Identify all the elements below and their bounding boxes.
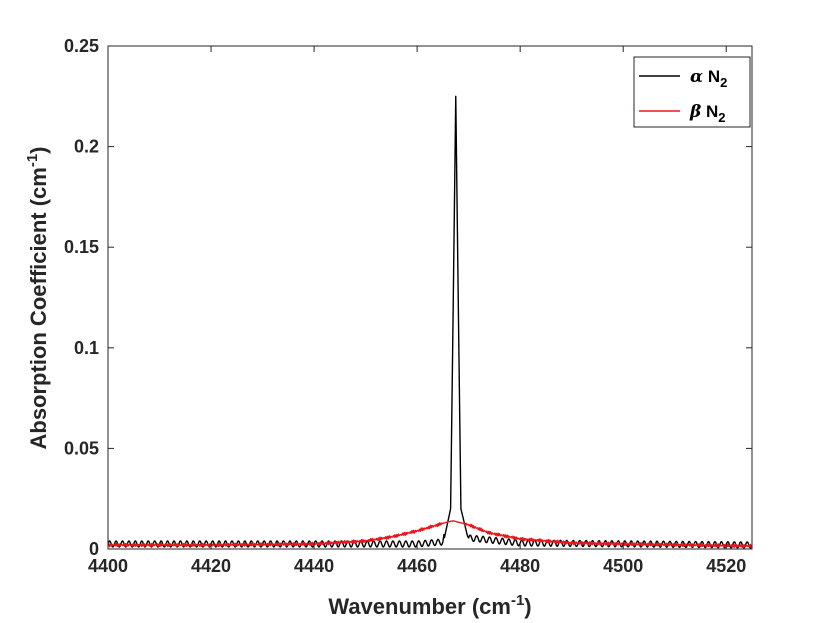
legend-label-alpha-main: N [703,67,720,86]
legend-label-alpha-greek: α [690,67,703,87]
y-axis-label-main: Absorption Coefficient (cm [26,167,51,449]
series-line-beta [108,520,752,549]
y-axis-label: Absorption Coefficient (cm-1) [24,146,51,449]
y-tick-label: 0.1 [74,338,99,358]
y-tick-label: 0.2 [74,137,99,157]
x-axis-label-tail: ) [524,594,531,619]
y-tick-label: 0 [89,539,99,559]
y-tick-label: 0.25 [64,36,99,56]
x-axis-label-sup: -1 [511,592,524,609]
x-axis-label: Wavenumber (cm-1) [328,592,531,619]
y-axis-label-sup: -1 [24,154,41,167]
x-tick-label: 4500 [603,556,643,576]
y-axis-label-tail: ) [26,146,51,153]
legend-label-alpha: α N2 [690,67,727,90]
legend-label-beta-main: N [701,102,718,121]
x-tick-label: 4460 [397,556,437,576]
series-line-alpha [108,95,752,549]
legend-label-beta-greek: β [689,102,701,122]
plot-area [108,46,752,549]
legend: α N2 β N2 [633,56,751,128]
x-tick-label: 4480 [500,556,540,576]
x-tick-label: 4400 [88,556,128,576]
legend-label-beta-sub: 2 [718,110,725,125]
x-axis-label-main: Wavenumber (cm [328,594,511,619]
y-tick-label: 0.05 [64,438,99,458]
x-tick-label: 4420 [191,556,231,576]
x-tick-label: 4440 [294,556,334,576]
legend-label-alpha-sub: 2 [720,75,727,90]
y-tick-label: 0.15 [64,237,99,257]
plot-frame [107,45,753,550]
legend-label-beta: β N2 [689,102,726,125]
legend-box [633,56,751,128]
x-tick-label: 4520 [706,556,746,576]
